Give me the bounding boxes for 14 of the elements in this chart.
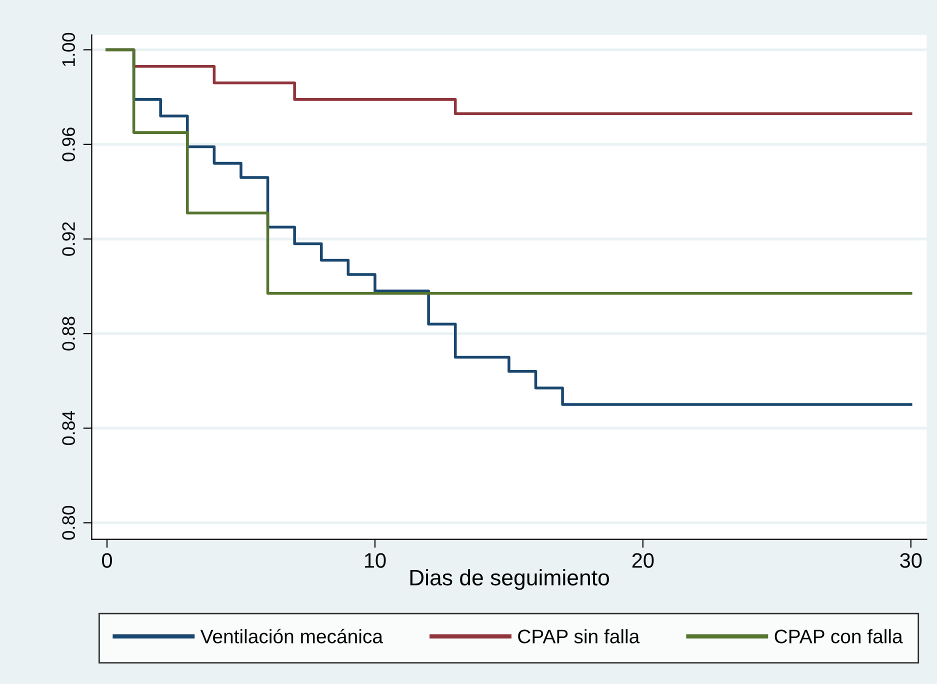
legend-label: Ventilación mecánica [200, 628, 383, 644]
legend-label: CPAP sin falla [518, 629, 640, 644]
y-tick-label: 0.80 [62, 506, 75, 540]
x-tick-label: 10 [364, 553, 386, 568]
legend-label: CPAP con falla [774, 629, 903, 644]
y-tick-label: 1.00 [62, 32, 75, 66]
y-tick-label: 0.84 [62, 411, 75, 446]
x-tick-label: 20 [632, 553, 654, 568]
y-tick-label: 0.88 [62, 316, 75, 350]
x-tick-label: 0 [102, 553, 112, 568]
x-tick-label: 30 [900, 553, 922, 568]
y-tick-label: 0.92 [62, 222, 75, 256]
y-tick-label: 0.96 [62, 128, 75, 162]
x-axis-title: Dias de seguimiento [410, 569, 609, 590]
